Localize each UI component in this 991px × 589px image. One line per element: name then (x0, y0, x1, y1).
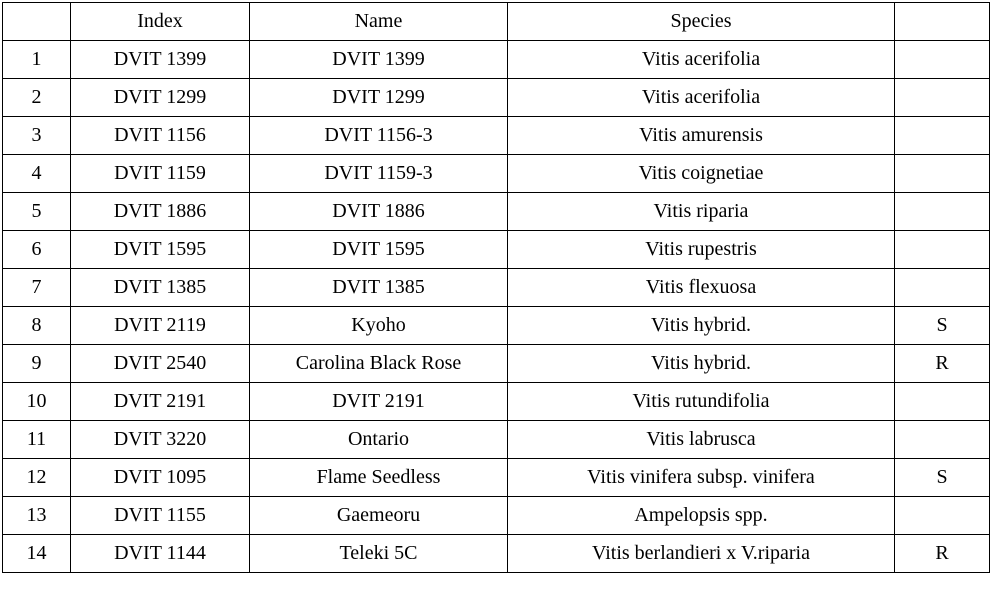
cell-name: DVIT 1385 (250, 269, 508, 307)
cell-flag: S (895, 459, 990, 497)
cell-index: DVIT 1399 (71, 41, 250, 79)
cell-flag (895, 497, 990, 535)
cell-index: DVIT 1095 (71, 459, 250, 497)
data-table: Index Name Species 1 DVIT 1399 DVIT 1399… (2, 2, 990, 573)
row-num: 12 (3, 459, 71, 497)
cell-index: DVIT 2540 (71, 345, 250, 383)
row-num: 7 (3, 269, 71, 307)
table-row: 6 DVIT 1595 DVIT 1595 Vitis rupestris (3, 231, 990, 269)
row-num: 5 (3, 193, 71, 231)
table-row: 3 DVIT 1156 DVIT 1156-3 Vitis amurensis (3, 117, 990, 155)
row-num: 2 (3, 79, 71, 117)
cell-species: Vitis acerifolia (508, 79, 895, 117)
cell-name: Carolina Black Rose (250, 345, 508, 383)
cell-index: DVIT 3220 (71, 421, 250, 459)
cell-flag (895, 269, 990, 307)
cell-name: DVIT 1299 (250, 79, 508, 117)
table-row: 4 DVIT 1159 DVIT 1159-3 Vitis coignetiae (3, 155, 990, 193)
col-header: Name (250, 3, 508, 41)
cell-flag (895, 79, 990, 117)
cell-name: DVIT 1886 (250, 193, 508, 231)
cell-species: Vitis riparia (508, 193, 895, 231)
row-num: 11 (3, 421, 71, 459)
cell-index: DVIT 1144 (71, 535, 250, 573)
cell-species: Vitis amurensis (508, 117, 895, 155)
cell-flag (895, 231, 990, 269)
col-header (3, 3, 71, 41)
cell-species: Vitis berlandieri x V.riparia (508, 535, 895, 573)
table-header-row: Index Name Species (3, 3, 990, 41)
row-num: 4 (3, 155, 71, 193)
cell-index: DVIT 1299 (71, 79, 250, 117)
cell-species: Ampelopsis spp. (508, 497, 895, 535)
row-num: 14 (3, 535, 71, 573)
cell-name: Kyoho (250, 307, 508, 345)
cell-flag (895, 117, 990, 155)
cell-index: DVIT 1595 (71, 231, 250, 269)
table-row: 9 DVIT 2540 Carolina Black Rose Vitis hy… (3, 345, 990, 383)
row-num: 9 (3, 345, 71, 383)
cell-species: Vitis hybrid. (508, 345, 895, 383)
cell-flag (895, 155, 990, 193)
cell-name: Teleki 5C (250, 535, 508, 573)
cell-index: DVIT 1159 (71, 155, 250, 193)
cell-flag (895, 383, 990, 421)
cell-species: Vitis acerifolia (508, 41, 895, 79)
cell-species: Vitis labrusca (508, 421, 895, 459)
cell-flag: R (895, 535, 990, 573)
table-row: 1 DVIT 1399 DVIT 1399 Vitis acerifolia (3, 41, 990, 79)
table-body: Index Name Species 1 DVIT 1399 DVIT 1399… (3, 3, 990, 573)
table-row: 8 DVIT 2119 Kyoho Vitis hybrid. S (3, 307, 990, 345)
cell-name: Flame Seedless (250, 459, 508, 497)
col-header: Index (71, 3, 250, 41)
cell-flag: S (895, 307, 990, 345)
cell-name: DVIT 1399 (250, 41, 508, 79)
cell-index: DVIT 1886 (71, 193, 250, 231)
cell-flag (895, 421, 990, 459)
table-row: 5 DVIT 1886 DVIT 1886 Vitis riparia (3, 193, 990, 231)
cell-name: DVIT 2191 (250, 383, 508, 421)
row-num: 1 (3, 41, 71, 79)
cell-name: DVIT 1156-3 (250, 117, 508, 155)
cell-name: DVIT 1159-3 (250, 155, 508, 193)
col-header: Species (508, 3, 895, 41)
cell-species: Vitis rutundifolia (508, 383, 895, 421)
table-row: 12 DVIT 1095 Flame Seedless Vitis vinife… (3, 459, 990, 497)
cell-species: Vitis coignetiae (508, 155, 895, 193)
table-row: 2 DVIT 1299 DVIT 1299 Vitis acerifolia (3, 79, 990, 117)
cell-flag (895, 193, 990, 231)
row-num: 8 (3, 307, 71, 345)
cell-index: DVIT 1155 (71, 497, 250, 535)
cell-species: Vitis hybrid. (508, 307, 895, 345)
cell-species: Vitis rupestris (508, 231, 895, 269)
cell-name: Gaemeoru (250, 497, 508, 535)
cell-index: DVIT 2191 (71, 383, 250, 421)
cell-name: DVIT 1595 (250, 231, 508, 269)
table-row: 13 DVIT 1155 Gaemeoru Ampelopsis spp. (3, 497, 990, 535)
cell-index: DVIT 2119 (71, 307, 250, 345)
row-num: 10 (3, 383, 71, 421)
row-num: 3 (3, 117, 71, 155)
cell-flag (895, 41, 990, 79)
cell-name: Ontario (250, 421, 508, 459)
row-num: 13 (3, 497, 71, 535)
table-row: 14 DVIT 1144 Teleki 5C Vitis berlandieri… (3, 535, 990, 573)
cell-species: Vitis vinifera subsp. vinifera (508, 459, 895, 497)
table-row: 11 DVIT 3220 Ontario Vitis labrusca (3, 421, 990, 459)
row-num: 6 (3, 231, 71, 269)
cell-flag: R (895, 345, 990, 383)
cell-index: DVIT 1156 (71, 117, 250, 155)
table-row: 10 DVIT 2191 DVIT 2191 Vitis rutundifoli… (3, 383, 990, 421)
cell-species: Vitis flexuosa (508, 269, 895, 307)
col-header (895, 3, 990, 41)
cell-index: DVIT 1385 (71, 269, 250, 307)
table-row: 7 DVIT 1385 DVIT 1385 Vitis flexuosa (3, 269, 990, 307)
